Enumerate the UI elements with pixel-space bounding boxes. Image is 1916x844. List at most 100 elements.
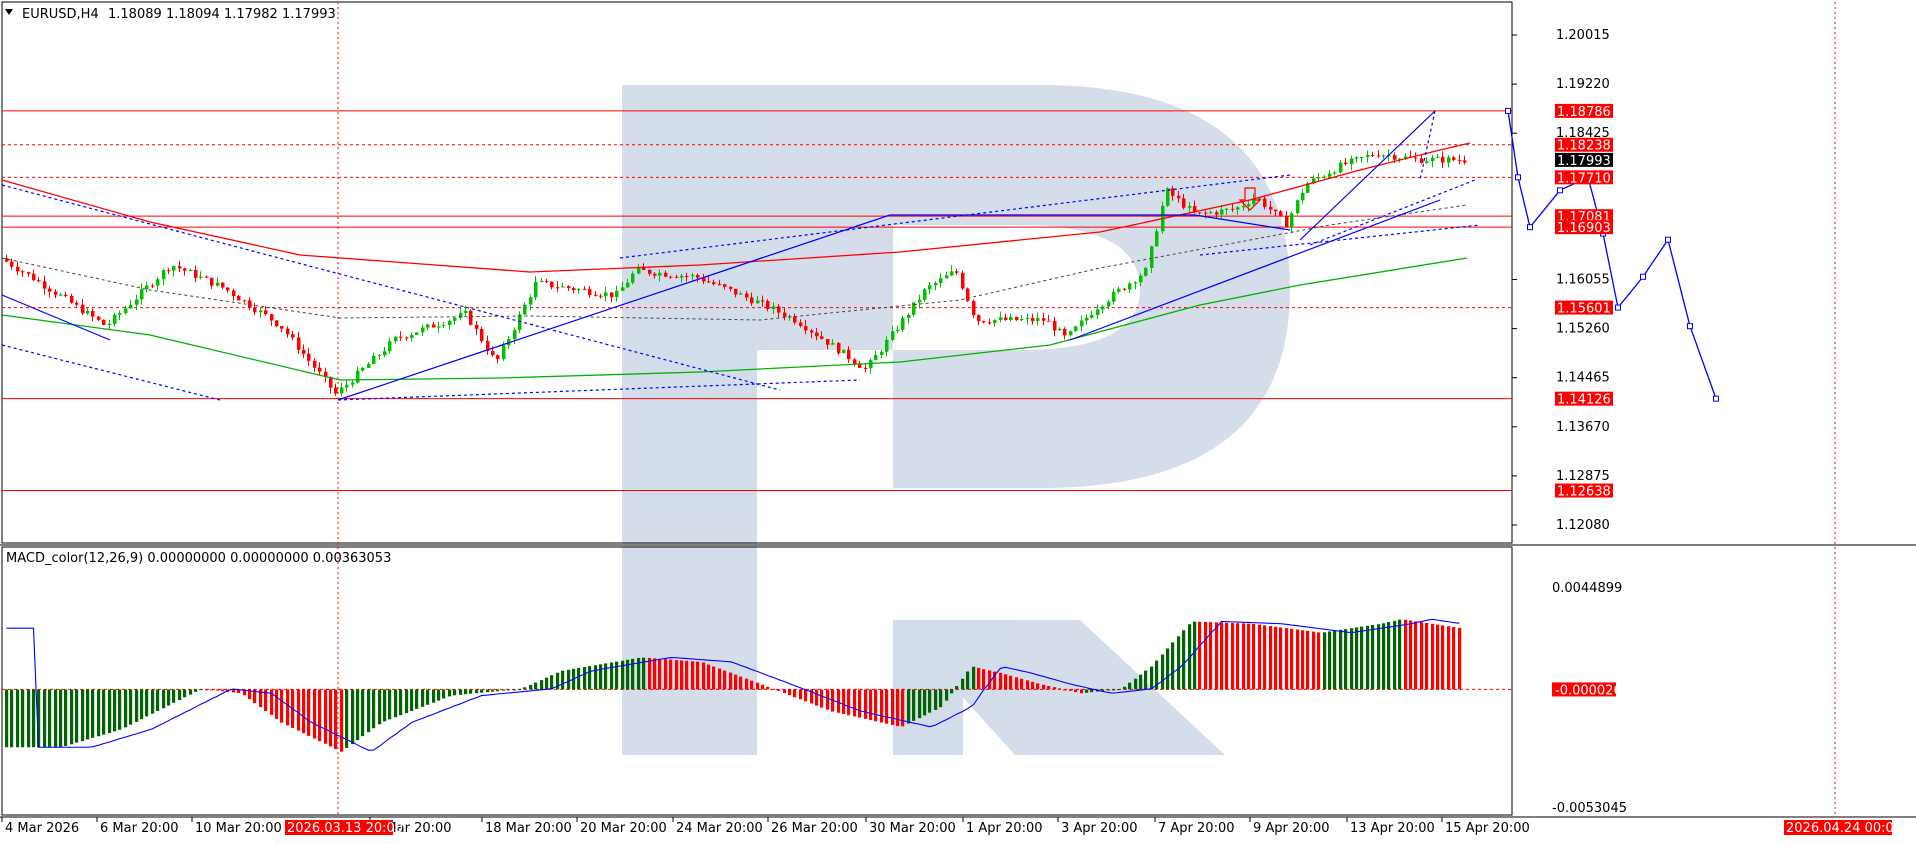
grid-layer — [0, 1, 1916, 818]
bear-candle — [642, 267, 646, 271]
x-tick-label: 3 Apr 20:00 — [1061, 821, 1138, 836]
bear-candle — [329, 376, 333, 388]
bear-candle — [858, 363, 862, 368]
macd-bar-falling — [685, 660, 689, 690]
forecast-point — [1713, 395, 1719, 402]
bear-candle — [955, 271, 959, 273]
macd-bar-rising — [1371, 625, 1375, 690]
bear-candle — [286, 328, 290, 335]
bull-candle — [1128, 283, 1132, 290]
macd-bar-rising — [523, 687, 527, 690]
bull-candle — [415, 332, 419, 335]
bear-candle — [664, 272, 668, 277]
bear-candle — [1004, 317, 1008, 320]
macd-bar-rising — [432, 689, 436, 703]
bear-candle — [1279, 211, 1283, 216]
macd-bar-falling — [734, 674, 738, 690]
bull-candle — [1026, 317, 1030, 319]
macd-bar-falling — [243, 689, 247, 696]
macd-bar-rising — [54, 689, 58, 748]
bull-candle — [1306, 183, 1310, 193]
bear-candle — [480, 328, 484, 342]
macd-bar-rising — [1085, 689, 1089, 693]
bull-candle — [901, 317, 905, 330]
macd-bar-rising — [27, 689, 31, 748]
macd-bar-falling — [340, 689, 344, 752]
macd-bar-falling — [1447, 626, 1451, 690]
macd-bar-rising — [561, 670, 565, 690]
macd-bar-rising — [518, 689, 522, 691]
macd-bar-rising — [351, 689, 355, 745]
bull-candle — [1350, 158, 1354, 165]
bull-candle — [1220, 209, 1224, 215]
bear-candle — [324, 371, 328, 377]
x-tick-label: 7 Apr 20:00 — [1158, 821, 1235, 836]
macd-bar-rising — [642, 657, 646, 690]
macd-bar-rising — [626, 659, 630, 690]
bull-candle — [345, 384, 349, 388]
macd-bar-rising — [939, 689, 943, 708]
macd-bar-falling — [837, 689, 841, 713]
macd-bar-rising — [113, 689, 117, 732]
bull-candle — [216, 282, 220, 286]
macd-bar-falling — [707, 664, 711, 690]
price-tag-box — [1555, 137, 1613, 152]
bear-candle — [783, 312, 787, 317]
forecast-point — [1527, 224, 1533, 231]
macd-bar-falling — [232, 689, 236, 693]
bull-candle — [880, 351, 884, 356]
macd-bar-rising — [16, 689, 20, 748]
price-tag-box — [1555, 209, 1613, 224]
macd-tick-label: -0.000026 — [1555, 683, 1622, 698]
price-layer — [1, 107, 1719, 402]
bull-candle — [604, 292, 608, 296]
macd-bar-rising — [502, 689, 506, 691]
macd-bar-rising — [388, 689, 392, 720]
macd-bar-rising — [91, 689, 95, 738]
bear-candle — [280, 326, 284, 329]
bear-candle — [1198, 212, 1202, 214]
bear-candle — [1171, 188, 1175, 196]
bull-candle — [874, 355, 878, 361]
bull-candle — [1436, 156, 1440, 158]
macd-bar-rising — [345, 689, 349, 748]
collapse-triangle-icon[interactable] — [5, 9, 13, 15]
macd-bar-falling — [842, 689, 846, 715]
macd-zero-tag-box — [1552, 682, 1616, 697]
bear-candle — [1193, 206, 1197, 213]
macd-bar-falling — [1263, 625, 1267, 690]
bull-candle — [1209, 212, 1213, 214]
macd-bar-falling — [982, 669, 986, 690]
bull-candle — [340, 387, 344, 394]
macd-bar-falling — [1231, 622, 1235, 690]
forecast-point — [1615, 304, 1621, 311]
bear-candle — [1393, 155, 1397, 160]
macd-bar-falling — [1047, 685, 1051, 690]
bear-candle — [16, 266, 20, 272]
bear-candle — [264, 310, 268, 315]
bear-candle — [750, 297, 754, 304]
bear-candle — [1458, 160, 1462, 162]
time-marker-box — [1784, 820, 1892, 835]
up-channel-upper — [619, 174, 1291, 259]
macd-bar-falling — [653, 658, 657, 690]
down-channel-upper — [1, 184, 781, 391]
macd-bar-falling — [718, 668, 722, 690]
up-trend-line — [337, 214, 891, 401]
bull-candle — [658, 272, 662, 276]
macd-bar-rising — [1171, 642, 1175, 690]
price-tag-box — [1555, 220, 1613, 235]
bull-candle — [772, 306, 776, 309]
macd-bar-rising — [437, 689, 441, 701]
macd-bar-rising — [464, 689, 468, 695]
bull-candle — [453, 317, 457, 321]
bull-candle — [140, 289, 144, 300]
macd-bar-rising — [448, 689, 452, 697]
price-tag-box — [1555, 391, 1613, 406]
macd-bar-falling — [1306, 630, 1310, 690]
bear-candle — [820, 336, 824, 339]
macd-bar-falling — [988, 670, 992, 690]
bear-candle — [826, 338, 830, 345]
x-tick-label: 24 Mar 20:00 — [676, 821, 763, 836]
macd-bar-falling — [1036, 683, 1040, 690]
